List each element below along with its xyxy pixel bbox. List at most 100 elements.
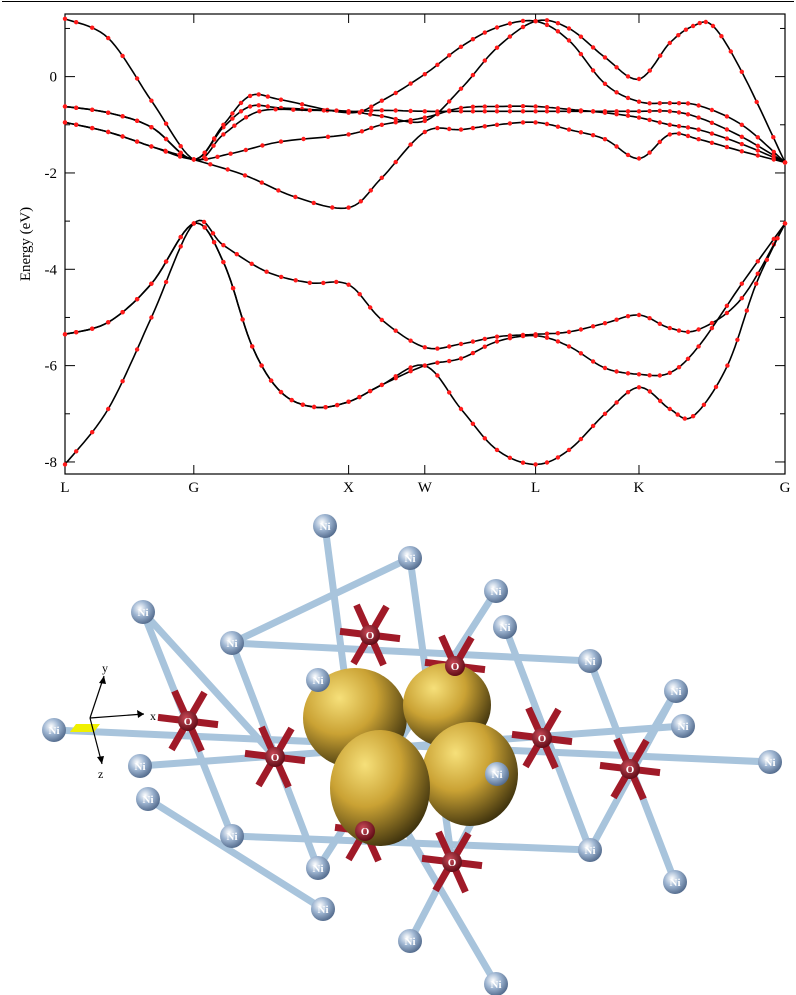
ni-atom — [136, 787, 160, 811]
band-marker — [636, 372, 642, 377]
ni-atom — [311, 897, 335, 921]
ni-bond — [228, 554, 414, 647]
band-marker — [696, 103, 701, 108]
band-marker — [647, 150, 652, 155]
band-marker — [676, 101, 682, 106]
ni-atom-label: Ni — [492, 769, 503, 781]
band-marker — [447, 126, 452, 132]
band-marker — [555, 331, 561, 336]
ni-atom — [131, 600, 155, 624]
band-marker — [359, 129, 365, 134]
o-atom-label: O — [538, 733, 547, 745]
band-marker — [458, 341, 464, 347]
band-marker — [566, 26, 572, 31]
band-marker — [369, 125, 374, 131]
band-marker — [657, 373, 662, 378]
band-marker — [293, 194, 298, 200]
band-marker — [393, 374, 398, 379]
band-marker — [614, 65, 619, 70]
band-marker — [335, 402, 340, 408]
band-marker — [494, 109, 500, 114]
band-marker — [713, 384, 719, 390]
band-marker — [685, 125, 691, 130]
band-marker — [709, 140, 715, 145]
band-marker — [507, 109, 513, 114]
band-marker — [470, 109, 476, 114]
band-marker — [676, 131, 682, 136]
band-marker — [590, 359, 596, 364]
band-marker — [447, 358, 452, 364]
band-marker — [470, 339, 476, 344]
band-marker — [533, 120, 538, 125]
band-marker — [201, 219, 207, 225]
band-marker — [447, 99, 452, 104]
band-marker — [657, 108, 662, 114]
band-marker — [667, 100, 672, 106]
band-marker — [647, 373, 652, 378]
band-marker — [709, 325, 715, 331]
band-marker — [230, 111, 235, 116]
band-marker — [225, 167, 230, 172]
band-marker — [447, 53, 452, 58]
o-atom — [445, 656, 465, 676]
band-marker — [330, 205, 335, 210]
band-marker — [676, 365, 682, 370]
band-marker — [257, 109, 262, 114]
band-marker — [754, 281, 759, 286]
band-marker — [458, 356, 464, 361]
band-marker — [163, 136, 169, 142]
band-marker — [555, 339, 561, 344]
band-marker — [379, 113, 384, 119]
band-marker — [625, 109, 631, 114]
ni-atom-label: Ni — [585, 845, 596, 857]
band-marker — [520, 109, 526, 114]
band-marker — [149, 281, 154, 286]
band-marker — [202, 150, 207, 155]
band-marker — [625, 74, 631, 79]
ni-atom — [493, 615, 517, 639]
band-marker — [544, 121, 550, 127]
crystal-structure-figure: Ni Ni Ni Ni Ni Ni Ni Ni Ni Ni Ni Ni Ni Ni Ni Ni Ni Ni Ni Ni… — [42, 514, 782, 995]
band-marker — [358, 199, 363, 204]
x-axis-arrow — [89, 713, 145, 719]
band-marker — [120, 310, 125, 315]
band-marker — [393, 159, 398, 165]
band-marker — [544, 109, 550, 114]
band-marker — [578, 34, 584, 39]
band-marker — [578, 51, 584, 57]
o-atom-label: O — [361, 826, 370, 838]
o-atom-label: O — [184, 716, 193, 728]
band-marker — [602, 321, 608, 326]
band-marker — [323, 405, 328, 410]
band-marker — [636, 99, 642, 104]
band-marker — [494, 122, 500, 128]
band-marker — [191, 157, 196, 162]
x-axis-letter: x — [150, 709, 156, 723]
band-marker — [259, 363, 264, 368]
band-marker — [614, 369, 619, 374]
band-marker — [636, 385, 642, 390]
band-marker — [458, 105, 464, 111]
ni-bond — [144, 795, 327, 913]
band-marker — [256, 103, 261, 108]
band-marker — [690, 414, 696, 419]
band-marker — [120, 114, 125, 119]
band-marker — [709, 120, 715, 126]
ni-atom-label: Ni — [765, 757, 776, 769]
y-tick-label: -6 — [45, 359, 58, 375]
band-marker — [739, 296, 744, 301]
band-marker — [422, 129, 427, 135]
band-marker — [647, 316, 652, 321]
band-marker — [709, 131, 715, 136]
band-marker — [90, 125, 95, 131]
band-marker — [682, 416, 687, 421]
band-marker — [696, 127, 701, 132]
band-marker — [676, 328, 682, 333]
band-marker — [470, 350, 476, 356]
band-marker — [709, 107, 715, 113]
band-marker — [533, 333, 538, 338]
band-marker — [647, 117, 652, 123]
ni-atom-label: Ni — [318, 904, 329, 916]
band-marker — [393, 108, 398, 113]
band-marker — [62, 104, 68, 109]
